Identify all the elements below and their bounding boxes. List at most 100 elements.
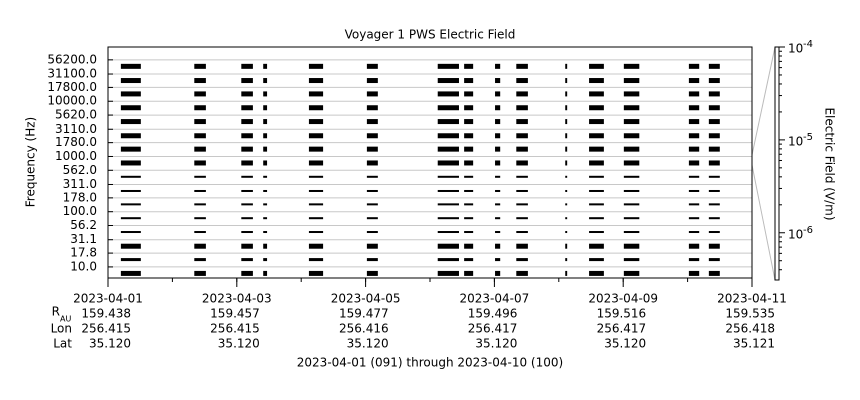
spectral-block xyxy=(194,231,206,234)
spectral-block xyxy=(565,231,568,234)
spectral-block xyxy=(516,63,528,69)
spectral-block xyxy=(516,175,528,178)
spectral-block xyxy=(263,203,268,206)
spectral-block xyxy=(623,203,640,206)
spectral-block xyxy=(366,175,378,178)
spectral-block xyxy=(308,270,324,276)
spectral-block xyxy=(263,133,268,139)
spectral-block xyxy=(120,258,141,262)
spectral-block xyxy=(495,270,501,276)
spectral-block xyxy=(565,217,568,220)
spectral-block xyxy=(120,146,141,152)
spectral-block xyxy=(565,160,568,166)
spectral-block xyxy=(589,258,604,262)
spectral-block xyxy=(366,91,378,97)
spectral-block xyxy=(464,63,474,69)
spectral-block xyxy=(194,91,206,97)
spectral-block xyxy=(263,270,268,276)
colorbar-tick-exponent: -4 xyxy=(803,39,813,50)
spectral-block xyxy=(464,146,474,152)
spectral-block xyxy=(241,105,253,111)
spectral-block xyxy=(194,258,206,262)
spectral-block xyxy=(565,203,568,206)
spectral-block xyxy=(495,160,501,166)
spectral-block xyxy=(589,63,604,69)
spectral-block xyxy=(495,63,501,69)
spectral-block xyxy=(495,119,501,125)
spectral-block xyxy=(708,189,720,192)
ephemeris-value: 35.120 xyxy=(347,337,389,351)
ephemeris-value: 256.417 xyxy=(468,322,518,336)
spectral-block xyxy=(688,189,700,192)
spectral-block xyxy=(623,133,640,139)
x-tick-label: 2023-04-05 xyxy=(331,292,401,306)
spectral-block xyxy=(623,63,640,69)
spectral-block xyxy=(464,189,474,192)
spectral-block xyxy=(437,175,459,178)
spectral-block xyxy=(589,243,604,249)
spectral-block xyxy=(589,105,604,111)
spectral-block xyxy=(437,146,459,152)
spectral-block xyxy=(589,217,604,220)
spectral-block xyxy=(263,175,268,178)
spectral-block xyxy=(437,133,459,139)
ephemeris-value: 256.416 xyxy=(339,322,389,336)
spectral-block xyxy=(708,258,720,262)
spectral-block xyxy=(241,258,253,262)
spectral-block xyxy=(366,133,378,139)
y-tick-label: 1780.0 xyxy=(55,135,97,149)
x-tick-label: 2023-04-01 xyxy=(73,292,143,306)
spectral-block xyxy=(241,119,253,125)
spectral-block xyxy=(464,243,474,249)
spectral-block xyxy=(464,175,474,178)
ephemeris-value: 159.516 xyxy=(597,307,647,321)
spectral-block xyxy=(437,203,459,206)
spectral-block xyxy=(120,119,141,125)
spectral-block xyxy=(516,270,528,276)
spectral-block xyxy=(565,243,568,249)
spectral-block xyxy=(589,189,604,192)
spectral-block xyxy=(495,231,501,234)
spectral-block xyxy=(464,270,474,276)
spectral-block xyxy=(120,78,141,84)
ephemeris-value: 159.457 xyxy=(210,307,260,321)
spectral-block xyxy=(366,63,378,69)
spectral-block xyxy=(437,270,459,276)
spectral-block xyxy=(565,105,568,111)
spectral-block xyxy=(194,160,206,166)
spectral-block xyxy=(194,189,206,192)
colorbar-tick-exponent: -5 xyxy=(803,132,813,143)
ephemeris-value: 35.120 xyxy=(604,337,646,351)
spectral-block xyxy=(708,119,720,125)
spectral-block xyxy=(241,91,253,97)
spectral-block xyxy=(565,63,568,69)
colorbar-tick-label: 10 xyxy=(788,227,803,241)
spectral-block xyxy=(366,258,378,262)
spectral-block xyxy=(194,146,206,152)
spectral-block xyxy=(366,217,378,220)
spectral-block xyxy=(241,78,253,84)
spectral-block xyxy=(623,231,640,234)
spectral-block xyxy=(516,231,528,234)
spectral-block xyxy=(241,243,253,249)
spectral-block xyxy=(688,160,700,166)
spectral-block xyxy=(241,146,253,152)
spectral-block xyxy=(194,63,206,69)
x-tick-label: 2023-04-11 xyxy=(717,292,787,306)
spectral-block xyxy=(464,119,474,125)
spectral-block xyxy=(688,243,700,249)
spectral-block xyxy=(464,231,474,234)
ephemeris-label-sub: AU xyxy=(60,315,71,324)
ephemeris-value: 35.120 xyxy=(475,337,517,351)
colorbar-tick-label: 10 xyxy=(788,42,803,56)
spectral-block xyxy=(495,105,501,111)
spectral-block xyxy=(366,160,378,166)
spectral-block xyxy=(437,189,459,192)
spectral-block xyxy=(120,175,141,178)
spectral-block xyxy=(516,217,528,220)
spectral-block xyxy=(120,63,141,69)
spectral-block xyxy=(565,270,568,276)
y-tick-label: 56200.0 xyxy=(47,52,97,66)
spectral-block xyxy=(688,78,700,84)
spectral-block xyxy=(437,231,459,234)
